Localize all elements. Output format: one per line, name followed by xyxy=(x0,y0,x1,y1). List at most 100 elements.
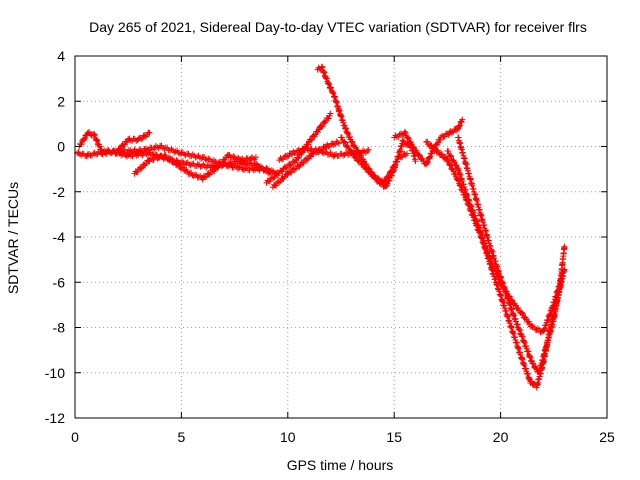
data-point xyxy=(154,155,161,162)
data-point xyxy=(295,154,302,161)
data-point xyxy=(416,152,423,159)
data-point xyxy=(254,161,261,168)
data-point xyxy=(143,151,150,158)
data-track xyxy=(269,138,342,191)
data-point xyxy=(518,310,525,317)
grid-layer xyxy=(75,56,607,418)
data-point xyxy=(342,124,349,131)
data-point xyxy=(365,146,372,153)
data-point xyxy=(327,150,334,157)
data-point xyxy=(280,156,287,163)
data-point xyxy=(326,81,333,88)
data-point xyxy=(516,325,523,332)
data-point xyxy=(515,326,522,333)
data-point xyxy=(202,174,209,181)
data-point xyxy=(342,125,349,132)
data-point xyxy=(303,157,310,164)
data-point xyxy=(451,159,458,166)
data-point xyxy=(544,317,551,324)
data-point xyxy=(327,110,334,117)
data-point xyxy=(397,154,404,161)
data-point xyxy=(439,151,446,158)
data-point xyxy=(162,152,169,159)
data-point xyxy=(426,154,433,161)
data-point xyxy=(138,136,145,143)
data-point xyxy=(445,147,452,154)
data-point xyxy=(301,145,308,152)
data-point xyxy=(510,312,517,319)
data-point xyxy=(402,129,409,136)
data-point xyxy=(541,325,548,332)
data-point xyxy=(349,139,356,146)
data-point xyxy=(179,164,186,171)
data-point xyxy=(353,154,360,161)
data-point xyxy=(144,147,151,154)
data-point xyxy=(264,165,271,172)
data-point xyxy=(382,178,389,185)
data-point xyxy=(300,159,307,166)
data-point xyxy=(509,311,516,318)
x-axis-label: GPS time / hours xyxy=(287,457,394,473)
data-point xyxy=(456,122,463,129)
data-point xyxy=(514,321,521,328)
data-point xyxy=(508,296,515,303)
y-tick-label: -6 xyxy=(53,274,66,290)
data-point xyxy=(534,325,541,332)
data-point xyxy=(291,166,298,173)
data-point xyxy=(364,147,371,154)
data-point xyxy=(325,79,332,86)
data-point xyxy=(526,353,533,360)
data-point xyxy=(540,326,547,333)
data-point xyxy=(455,122,462,129)
data-point xyxy=(467,202,474,209)
data-track xyxy=(338,134,410,186)
data-point xyxy=(189,151,196,158)
data-point xyxy=(561,243,568,250)
data-point xyxy=(103,147,110,154)
data-point xyxy=(404,134,411,141)
data-point xyxy=(508,306,515,313)
data-point xyxy=(277,178,284,185)
data-point xyxy=(277,155,284,162)
data-point xyxy=(257,165,264,172)
data-point xyxy=(518,333,525,340)
data-point xyxy=(319,123,326,130)
data-point xyxy=(308,136,315,143)
data-point xyxy=(270,175,277,182)
data-point xyxy=(284,164,291,171)
data-point xyxy=(388,168,395,175)
data-point xyxy=(194,153,201,160)
y-tick-label: -4 xyxy=(53,229,66,245)
data-point xyxy=(405,135,412,142)
data-point xyxy=(392,132,399,139)
data-point xyxy=(466,197,473,204)
data-point xyxy=(516,327,523,334)
data-point xyxy=(276,179,283,186)
data-point xyxy=(470,209,477,216)
data-point xyxy=(375,175,382,182)
x-tick-label: 20 xyxy=(493,429,509,445)
data-point xyxy=(90,150,97,157)
data-point xyxy=(106,149,113,156)
data-point xyxy=(434,147,441,154)
data-point xyxy=(268,167,275,174)
x-tick-label: 5 xyxy=(178,429,186,445)
data-point xyxy=(467,203,474,210)
data-point xyxy=(416,151,423,158)
data-point xyxy=(508,305,515,312)
data-point xyxy=(468,203,475,210)
data-point xyxy=(428,150,435,157)
data-point xyxy=(203,173,210,180)
data-point xyxy=(331,152,338,159)
data-point xyxy=(473,217,480,224)
data-point xyxy=(266,178,273,185)
data-point xyxy=(283,153,290,160)
data-point xyxy=(137,165,144,172)
data-point xyxy=(285,153,292,160)
data-point xyxy=(205,155,212,162)
y-tick-label: 4 xyxy=(57,48,65,64)
data-point xyxy=(449,166,456,173)
data-point xyxy=(382,177,389,184)
data-point xyxy=(325,115,332,122)
data-point xyxy=(363,164,370,171)
